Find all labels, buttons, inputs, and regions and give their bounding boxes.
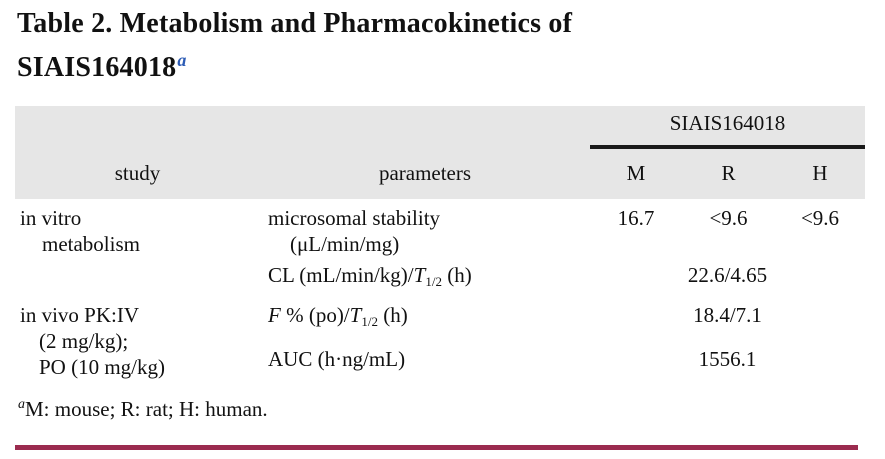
param-f-sub: 1/2 bbox=[361, 314, 378, 329]
param-cl-post: (h) bbox=[441, 263, 472, 287]
table-title: Table 2. Metabolism and Pharmacokinetics… bbox=[17, 5, 717, 86]
value-microsomal-human: <9.6 bbox=[800, 206, 840, 230]
title-footnote-marker: a bbox=[177, 50, 187, 70]
study-cell-invitro: in vitro metabolism bbox=[15, 205, 260, 257]
table-rows-invivo-pk: in vivo PK:IV (2 mg/kg); PO (10 mg/kg) F… bbox=[15, 302, 865, 380]
param-cell-cl: CL (mL/min/kg)/T1/2 (h) bbox=[260, 262, 590, 288]
param-cell-microsomal: microsomal stability (μL/min/mg) bbox=[260, 205, 590, 257]
value-f-thalf: 18.4/7.1 bbox=[693, 303, 762, 327]
column-header-parameters: parameters bbox=[378, 161, 472, 185]
study-invitro-line1: in vitro bbox=[20, 206, 82, 230]
param-microsomal-line2: (μL/min/mg) bbox=[290, 232, 400, 256]
column-header-h: H bbox=[812, 161, 828, 185]
table-header: SIAIS164018 study parameters M R H bbox=[15, 106, 865, 199]
study-invivo-line1: in vivo PK:IV bbox=[20, 303, 140, 327]
param-microsomal-line1: microsomal stability bbox=[268, 206, 441, 230]
param-cell-fpo: F % (po)/T1/2 (h) bbox=[260, 302, 590, 337]
value-microsomal-rat: <9.6 bbox=[709, 206, 748, 230]
param-f-post: (h) bbox=[377, 303, 408, 327]
table-row-microsomal-stability: in vitro metabolism microsomal stability… bbox=[15, 199, 865, 257]
column-header-study: study bbox=[114, 161, 161, 185]
study-cell-invivo: in vivo PK:IV (2 mg/kg); PO (10 mg/kg) bbox=[15, 302, 260, 380]
param-cl-T: T bbox=[413, 263, 426, 287]
bottom-divider-rule bbox=[15, 445, 858, 450]
param-f-T: T bbox=[349, 303, 362, 327]
value-auc: 1556.1 bbox=[698, 346, 757, 371]
param-cl-sub: 1/2 bbox=[425, 274, 442, 289]
pk-table: SIAIS164018 study parameters M R H in vi… bbox=[15, 106, 865, 380]
param-f-mid: % (po)/ bbox=[280, 303, 350, 327]
value-cl-thalf: 22.6/4.65 bbox=[687, 263, 768, 287]
group-header-label: SIAIS164018 bbox=[669, 111, 786, 135]
footnote-text: M: mouse; R: rat; H: human. bbox=[25, 397, 268, 421]
table-body: in vitro metabolism microsomal stability… bbox=[15, 199, 865, 380]
study-invitro-line2: metabolism bbox=[42, 232, 140, 256]
group-header-siais164018: SIAIS164018 bbox=[590, 111, 865, 149]
study-invivo-line3: PO (10 mg/kg) bbox=[39, 355, 165, 379]
column-header-r: R bbox=[721, 161, 736, 185]
param-cl-pre: CL (mL/min/kg)/ bbox=[268, 263, 414, 287]
value-microsomal-mouse: 16.7 bbox=[617, 206, 655, 230]
column-header-m: M bbox=[626, 161, 646, 185]
footnote-marker: a bbox=[18, 397, 25, 412]
param-f-italic: F bbox=[268, 303, 281, 327]
table-row-cl-thalf: CL (mL/min/kg)/T1/2 (h) 22.6/4.65 bbox=[15, 262, 865, 288]
table-title-line2: SIAIS164018 bbox=[17, 52, 177, 83]
param-cell-auc: AUC (h·ng/mL) bbox=[268, 346, 406, 371]
table-title-line1: Table 2. Metabolism and Pharmacokinetics… bbox=[17, 8, 573, 39]
table-footnote: aM: mouse; R: rat; H: human. bbox=[18, 397, 885, 422]
study-invivo-line2: (2 mg/kg); bbox=[39, 329, 129, 353]
